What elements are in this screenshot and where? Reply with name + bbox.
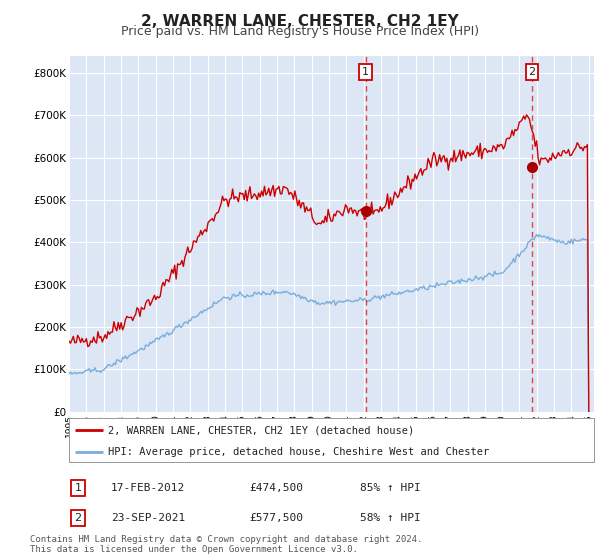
Text: 1: 1 bbox=[74, 483, 82, 493]
Text: 17-FEB-2012: 17-FEB-2012 bbox=[111, 483, 185, 493]
Text: 58% ↑ HPI: 58% ↑ HPI bbox=[360, 513, 421, 523]
Text: 85% ↑ HPI: 85% ↑ HPI bbox=[360, 483, 421, 493]
Text: 23-SEP-2021: 23-SEP-2021 bbox=[111, 513, 185, 523]
Text: £577,500: £577,500 bbox=[249, 513, 303, 523]
Text: £474,500: £474,500 bbox=[249, 483, 303, 493]
Text: 2: 2 bbox=[529, 67, 536, 77]
Text: HPI: Average price, detached house, Cheshire West and Chester: HPI: Average price, detached house, Ches… bbox=[109, 447, 490, 458]
Text: Contains HM Land Registry data © Crown copyright and database right 2024.: Contains HM Land Registry data © Crown c… bbox=[30, 535, 422, 544]
Text: Price paid vs. HM Land Registry's House Price Index (HPI): Price paid vs. HM Land Registry's House … bbox=[121, 25, 479, 38]
Text: 2, WARREN LANE, CHESTER, CH2 1EY (detached house): 2, WARREN LANE, CHESTER, CH2 1EY (detach… bbox=[109, 425, 415, 435]
Text: 1: 1 bbox=[362, 67, 369, 77]
Text: 2: 2 bbox=[74, 513, 82, 523]
Text: This data is licensed under the Open Government Licence v3.0.: This data is licensed under the Open Gov… bbox=[30, 545, 358, 554]
Text: 2, WARREN LANE, CHESTER, CH2 1EY: 2, WARREN LANE, CHESTER, CH2 1EY bbox=[141, 14, 459, 29]
